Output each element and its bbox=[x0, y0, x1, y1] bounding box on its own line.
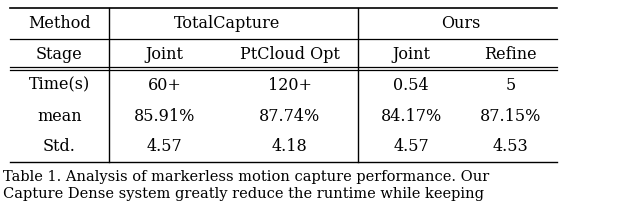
Text: Method: Method bbox=[28, 15, 90, 32]
Text: 87.74%: 87.74% bbox=[259, 107, 320, 125]
Text: Std.: Std. bbox=[43, 138, 76, 155]
Text: 5: 5 bbox=[505, 77, 516, 94]
Text: 4.53: 4.53 bbox=[493, 138, 528, 155]
Text: Ours: Ours bbox=[441, 15, 481, 32]
Text: 60+: 60+ bbox=[148, 77, 182, 94]
Text: Joint: Joint bbox=[146, 46, 184, 63]
Text: mean: mean bbox=[37, 107, 81, 125]
Text: 120+: 120+ bbox=[268, 77, 312, 94]
Text: 84.17%: 84.17% bbox=[381, 107, 442, 125]
Text: Table 1. Analysis of markerless motion capture performance. Our: Table 1. Analysis of markerless motion c… bbox=[3, 170, 490, 184]
Text: Joint: Joint bbox=[392, 46, 430, 63]
Text: 0.54: 0.54 bbox=[394, 77, 429, 94]
Text: 87.15%: 87.15% bbox=[480, 107, 541, 125]
Text: Refine: Refine bbox=[484, 46, 537, 63]
Text: 4.57: 4.57 bbox=[147, 138, 182, 155]
Text: 85.91%: 85.91% bbox=[134, 107, 195, 125]
Text: Stage: Stage bbox=[36, 46, 83, 63]
Text: PtCloud Opt: PtCloud Opt bbox=[239, 46, 340, 63]
Text: Capture Dense system greatly reduce the runtime while keeping: Capture Dense system greatly reduce the … bbox=[3, 187, 484, 201]
Text: 4.18: 4.18 bbox=[272, 138, 307, 155]
Text: Time(s): Time(s) bbox=[29, 77, 90, 94]
Text: 4.57: 4.57 bbox=[394, 138, 429, 155]
Text: TotalCapture: TotalCapture bbox=[174, 15, 280, 32]
